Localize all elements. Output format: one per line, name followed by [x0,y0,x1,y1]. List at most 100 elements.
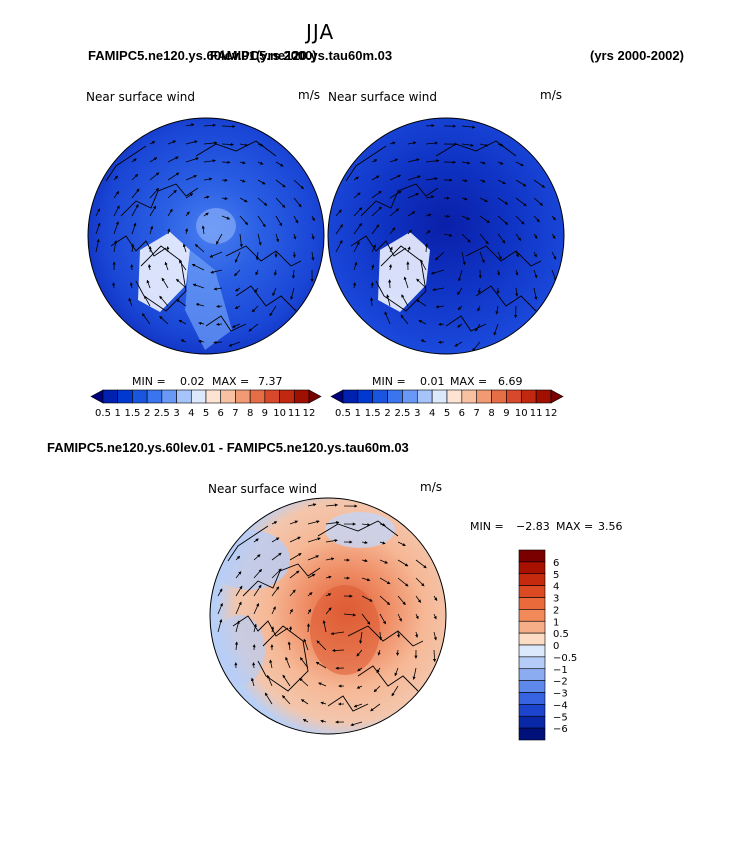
wind-vector [370,282,374,289]
wind-vector [178,260,187,271]
map-left-wind-vectors [95,123,315,347]
coastline [135,245,187,312]
wind-vector [253,569,262,579]
wind-vector [416,278,427,289]
wind-vector [479,215,490,224]
wind-vector [394,667,399,677]
wind-vector [443,233,453,237]
wind-vector [356,649,363,657]
wind-vector [303,638,309,651]
wind-vector [425,213,432,217]
wind-vector [289,570,300,579]
wind-vector [497,161,504,165]
colorbar-left-tick-label: 4 [188,408,194,419]
colorbar-right-tick-label: 1 [355,408,361,419]
wind-vector [415,559,427,569]
wind-vector [418,320,427,325]
wind-vector [415,631,419,638]
coastline [225,245,302,267]
wind-vector [131,188,140,199]
panel-left-max-label: MAX = [212,375,250,388]
colorbar-diff-box [518,680,546,693]
colorbar-left-box [190,389,207,404]
colorbar-diff-tick-label: 0.5 [553,629,569,640]
wind-vector [149,225,154,235]
colorbar-diff-tick-label: 6 [553,558,559,569]
wind-vector [231,323,241,328]
wind-vector [289,553,302,561]
wind-vector [415,577,425,587]
colorbar-right-box [535,389,552,404]
wind-vector [458,269,463,282]
wind-vector [272,287,277,297]
colorbar-left-box [220,389,236,404]
wind-vector [332,648,345,653]
colorbar-diff-box [518,597,546,610]
wind-vector [461,215,470,220]
colorbar-diff-tick-label: −2 [553,677,568,688]
panel-diff-min: −2.83 [516,520,550,533]
wind-vector [325,557,335,561]
wind-vector [128,297,133,307]
wind-vector [432,649,437,663]
colorbar-right-tick-label: 5 [444,408,450,419]
wind-vector [396,649,400,656]
wind-vector [420,339,427,343]
colorbar-diff-tick-label: −3 [553,689,568,700]
wind-vector [425,141,439,145]
wind-vector [184,228,189,235]
coastline [475,285,537,312]
wind-vector [397,541,406,546]
wind-vector [180,339,187,343]
wind-vector [425,124,435,128]
wind-vector [397,613,402,622]
wind-vector [352,282,357,289]
wind-vector [400,314,409,325]
wind-vector [379,613,386,625]
colorbar-right-box [342,389,359,404]
wind-vector [461,233,471,243]
colorbar-diff-box [518,609,546,622]
wind-vector [397,595,406,606]
wind-vector [146,279,151,289]
wind-vector [95,208,101,217]
wind-vector [185,193,194,199]
wind-vector [131,243,135,253]
wind-vector [515,251,519,258]
wind-vector [325,607,332,615]
wind-vector [388,279,392,289]
wind-vector [176,278,187,289]
wind-vector [293,233,297,240]
wind-vector [113,221,119,235]
colorbar-right-tick-label: 2.5 [394,408,410,419]
wind-vector [239,215,249,226]
wind-vector [325,575,332,579]
wind-vector [221,142,234,147]
case-b-years: (yrs 2000-2002) [590,48,684,63]
wind-vector [307,503,317,507]
colorbar-left-box [161,389,177,404]
panel-left-title: Near surface wind [86,90,195,104]
wind-vector [235,620,240,633]
wind-vector [185,175,197,181]
wind-vector [299,657,309,669]
colorbar-left-tick-label: 8 [247,408,253,419]
wind-vector [293,215,299,224]
wind-vector [479,143,489,147]
wind-vector [257,179,266,185]
panel-right-units: m/s [540,88,562,102]
wind-vector [271,552,282,561]
wind-vector [353,222,362,235]
wind-vector [497,143,504,147]
wind-vector [269,305,277,317]
panel-right-max-label: MAX = [450,375,488,388]
colorbar-left-tick-label: 1.5 [124,408,140,419]
wind-vector [201,225,205,235]
colorbar-diff-box [518,727,546,741]
colorbar-right-end-low [330,389,344,404]
wind-vector [533,287,538,300]
wind-vector [239,197,248,203]
wind-vector [195,303,205,307]
wind-vector [371,206,382,217]
